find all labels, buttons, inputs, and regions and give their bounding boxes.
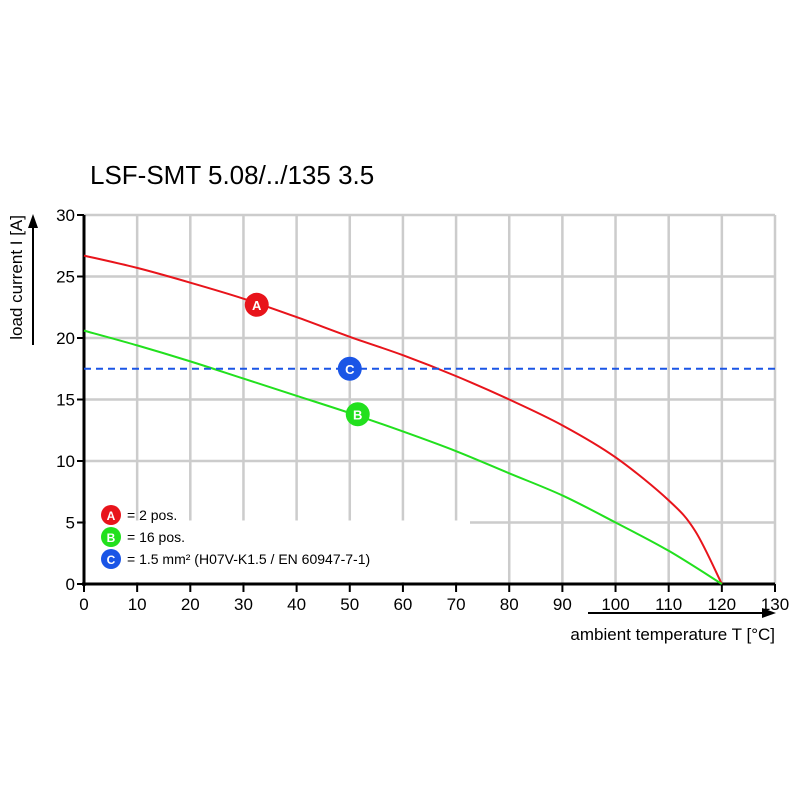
x-tick-label: 80 (500, 595, 519, 614)
legend-box (86, 520, 470, 582)
y-tick-label: 15 (56, 391, 75, 410)
series-marker-C (337, 356, 362, 381)
legend-entry: = 16 pos. (127, 529, 185, 545)
y-tick-label: 10 (56, 452, 75, 471)
y-tick-label: 30 (56, 206, 75, 225)
series-marker-label: A (252, 298, 262, 313)
y-tick-label: 25 (56, 268, 75, 287)
x-tick-label: 0 (79, 595, 88, 614)
x-tick-label: 60 (393, 595, 412, 614)
x-tick-label: 90 (553, 595, 572, 614)
legend-marker-label: A (107, 509, 116, 523)
series-marker-A (244, 292, 269, 317)
series-line-A (83, 254, 723, 585)
x-tick-label: 20 (181, 595, 200, 614)
y-tick-label: 5 (66, 514, 75, 533)
x-tick-label: 100 (601, 595, 629, 614)
legend-marker-B (101, 527, 121, 547)
legend-marker-label: C (107, 553, 116, 567)
y-axis-arrowhead (28, 214, 38, 228)
chart-title: LSF-SMT 5.08/../135 3.5 (90, 160, 375, 190)
series-marker-label: C (345, 362, 355, 377)
y-tick-label: 20 (56, 329, 75, 348)
x-tick-label: 50 (340, 595, 359, 614)
legend-marker-C (101, 549, 121, 569)
legend-marker-label: B (107, 531, 116, 545)
y-tick-label: 0 (66, 575, 75, 594)
x-tick-label: 30 (234, 595, 253, 614)
x-tick-label: 10 (128, 595, 147, 614)
x-tick-label: 40 (287, 595, 306, 614)
series-line-B (83, 329, 723, 585)
legend-entry: = 2 pos. (127, 507, 177, 523)
x-axis-label: ambient temperature T [°C] (570, 625, 775, 644)
x-tick-label: 120 (708, 595, 736, 614)
series-marker-label: B (353, 407, 362, 422)
legend-entry: = 1.5 mm² (H07V-K1.5 / EN 60947-7-1) (127, 551, 370, 567)
x-tick-label: 130 (761, 595, 789, 614)
y-axis-label: load current I [A] (7, 215, 26, 340)
x-axis-arrowhead (762, 608, 776, 618)
legend-marker-A (101, 505, 121, 525)
x-tick-label: 70 (447, 595, 466, 614)
x-tick-label: 110 (655, 595, 682, 614)
series-marker-B (345, 402, 370, 427)
